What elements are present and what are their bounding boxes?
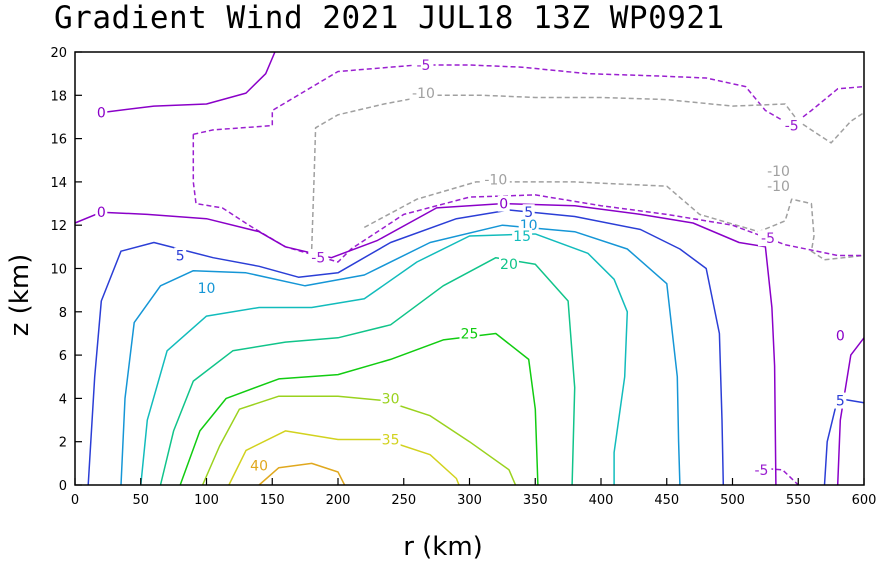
y-axis: 0 2 4 6 8 10 12 14 16 18 20 (50, 46, 82, 494)
contour-label-bg-8 (758, 230, 779, 247)
contour-label-2: -10 (412, 86, 435, 102)
x-tick-label: 600 (852, 493, 877, 508)
contour-label-bg-20 (834, 392, 847, 409)
x-tick-label: 150 (260, 493, 285, 508)
contour-label-bg-19 (380, 390, 401, 407)
contour-label-bg-12 (512, 228, 533, 245)
contour-label-23: -5 (754, 463, 768, 479)
contour-line-neg5-4 (192, 134, 864, 263)
x-tick-label: 550 (786, 493, 811, 508)
contour-label-18: 0 (836, 329, 845, 345)
contour-label-bg-6 (481, 171, 510, 188)
contour-label-bg-9 (497, 195, 510, 212)
contour-line-15-11 (140, 233, 629, 486)
y-tick-label: 0 (59, 479, 67, 494)
contour-line-10-10 (120, 224, 681, 486)
contour-label-bg-2 (409, 85, 438, 102)
x-tick-label: 500 (720, 493, 745, 508)
contour-line-5-9 (823, 397, 865, 486)
y-tick-label: 10 (50, 263, 67, 278)
y-tick-label: 12 (50, 219, 67, 234)
x-axis-title: r (km) (403, 532, 483, 561)
y-tick-label: 2 (59, 436, 67, 451)
contour-label-1: -5 (416, 58, 430, 74)
contour-label-5: -10 (767, 179, 790, 195)
contour-label-22: 40 (250, 459, 268, 475)
x-tick-label: 250 (391, 493, 416, 508)
contour-label-21: 35 (382, 433, 400, 449)
contour-label-12: 15 (513, 229, 531, 245)
contour-label-3: -5 (785, 119, 799, 135)
x-tick-label: 300 (457, 493, 482, 508)
contour-label-bg-14 (308, 249, 329, 266)
contour-label-10: 5 (524, 205, 533, 221)
contour-label-bg-22 (249, 457, 270, 474)
contour-label-4: -10 (767, 164, 790, 180)
y-axis-title: z (km) (5, 254, 35, 337)
contour-line-0-7 (836, 337, 865, 486)
contour-label-bg-5 (764, 178, 793, 195)
contour-line-40-16 (258, 462, 346, 486)
contour-label-bg-10 (522, 204, 535, 221)
x-tick-label: 400 (589, 493, 614, 508)
contour-label-17: 25 (461, 326, 479, 342)
y-tick-label: 6 (59, 349, 67, 364)
x-tick-label: 350 (523, 493, 548, 508)
plot-frame (74, 51, 865, 486)
contour-label-9: 0 (499, 197, 508, 213)
contour-label-bg-23 (751, 461, 772, 478)
contour-label-15: 20 (500, 257, 518, 273)
y-tick-label: 20 (50, 46, 67, 61)
y-tick-label: 4 (59, 392, 67, 407)
x-axis: 0 50 100 150 200 250 300 350 400 450 500 550 600 (71, 478, 877, 508)
contour-label-bg-21 (380, 431, 401, 448)
contour-label-20: 5 (836, 394, 845, 410)
contour-line-0-6 (74, 202, 777, 486)
contour-line-35-15 (228, 430, 460, 486)
contour-lines (74, 51, 865, 486)
x-tick-label: 100 (194, 493, 219, 508)
contour-label-bg-0 (95, 104, 108, 121)
contour-line-20-12 (159, 256, 576, 486)
contour-line-30-14 (201, 395, 517, 486)
contour-label-bg-7 (95, 204, 108, 221)
contour-line-25-13 (179, 332, 539, 486)
contour-label-bg-18 (834, 327, 847, 344)
contour-label-bg-3 (781, 117, 802, 134)
x-tick-label: 450 (654, 493, 679, 508)
contour-label-14: -5 (311, 251, 325, 267)
x-tick-label: 50 (132, 493, 149, 508)
contour-label-0: 0 (97, 106, 106, 122)
contour-label-bg-1 (413, 56, 434, 73)
contour-label-bg-15 (498, 256, 519, 273)
contour-line-5-8 (87, 209, 725, 486)
contour-label-bg-4 (764, 163, 793, 180)
contour-label-19: 30 (382, 391, 400, 407)
contour-label-6: -10 (484, 173, 507, 189)
contour-label-8: -5 (761, 231, 775, 247)
contour-label-7: 0 (97, 205, 106, 221)
x-tick-label: 0 (71, 493, 79, 508)
contour-label-13: 5 (176, 249, 185, 265)
contour-label-bg-13 (174, 247, 187, 264)
y-tick-label: 8 (59, 306, 67, 321)
chart-title: Gradient Wind 2021 JUL18 13Z WP0921 (54, 0, 725, 36)
contour-line-neg5-1 (193, 64, 865, 136)
contour-label-bg-16 (196, 279, 217, 296)
x-tick-label: 200 (326, 493, 351, 508)
y-tick-label: 14 (50, 176, 67, 191)
contour-label-16: 10 (198, 281, 216, 297)
y-tick-label: 18 (50, 89, 67, 104)
contour-label-bg-17 (459, 325, 480, 342)
contour-line-0-0 (101, 51, 276, 114)
y-tick-label: 16 (50, 133, 67, 148)
contour-line-neg10-2 (310, 94, 865, 250)
